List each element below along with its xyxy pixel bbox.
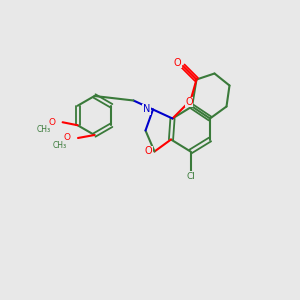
Text: CH₃: CH₃ [37, 125, 51, 134]
Text: O: O [145, 146, 152, 157]
Text: O: O [185, 97, 193, 107]
Text: O: O [64, 134, 71, 142]
Text: O: O [49, 118, 56, 127]
Text: N: N [143, 104, 150, 115]
Text: O: O [174, 58, 182, 68]
Text: Cl: Cl [186, 172, 195, 181]
Text: CH₃: CH₃ [52, 141, 67, 150]
